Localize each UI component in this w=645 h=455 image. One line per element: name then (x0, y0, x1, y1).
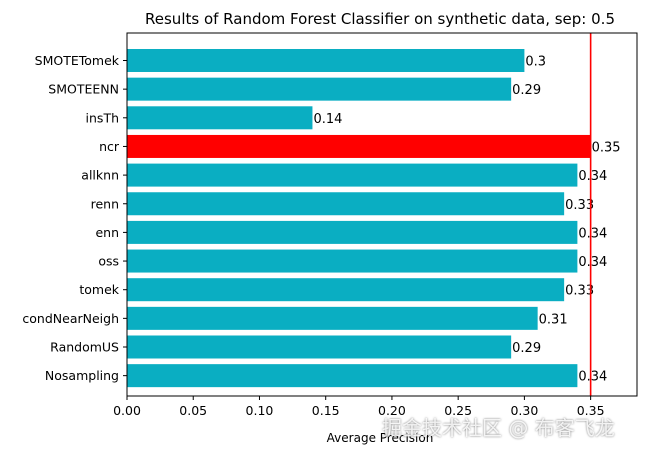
y-tick-label-allknn: allknn (81, 168, 119, 183)
bar-oss (127, 249, 578, 273)
bar-SMOTEENN (127, 77, 512, 101)
y-tick-label-enn: enn (95, 225, 119, 240)
y-axis-labels: SMOTETomek SMOTEENN insTh ncr allknn renn enn o… (22, 53, 127, 383)
value-label-tomek: 0.33 (565, 284, 594, 299)
value-labels-group: 0.3 0.29 0.14 0.35 0.34 0.33 0.34 0.34 0.33 0.31 0… (313, 55, 620, 385)
x-tick-label: 0.05 (179, 403, 207, 418)
bar-ncr (127, 134, 591, 158)
value-label-oss: 0.34 (578, 255, 607, 270)
x-tick-label: 0.30 (510, 403, 538, 418)
value-label-ncr: 0.35 (592, 140, 621, 155)
x-axis-ticks: 0.00 0.05 0.10 0.15 0.20 0.25 0.30 0.35 (113, 396, 605, 418)
y-tick-label-ncr: ncr (99, 139, 120, 154)
y-tick-label-SMOTEENN: SMOTEENN (48, 82, 119, 97)
plot-frame (126, 32, 638, 397)
y-tick-label-oss: oss (98, 254, 119, 269)
bars-group (127, 49, 591, 388)
x-tick-label: 0.20 (378, 403, 406, 418)
y-tick-label-SMOTETomek: SMOTETomek (35, 53, 120, 68)
value-label-insTh: 0.14 (313, 112, 342, 127)
y-tick-label-RandomUS: RandomUS (50, 340, 119, 355)
x-tick-label: 0.00 (113, 403, 141, 418)
bar-RandomUS (127, 335, 512, 359)
x-tick-label: 0.25 (444, 403, 472, 418)
value-label-SMOTEENN: 0.29 (512, 83, 541, 98)
bar-enn (127, 220, 578, 244)
y-tick-label-Nosampling: Nosampling (45, 368, 119, 383)
y-tick-label-renn: renn (91, 196, 119, 211)
bar-SMOTETomek (127, 49, 525, 72)
x-axis-label: Average Precision (327, 431, 434, 445)
watermark: 掘金技术社区 @ 布客飞龙 (382, 416, 615, 440)
value-label-Nosampling: 0.34 (578, 370, 607, 385)
value-label-SMOTETomek: 0.3 (525, 55, 546, 70)
value-label-renn: 0.33 (565, 198, 594, 213)
value-label-condNearNeigh: 0.31 (539, 312, 568, 327)
bar-tomek (127, 278, 565, 302)
bar-allknn (127, 163, 578, 187)
chart-title: Results of Random Forest Classifier on s… (145, 10, 615, 28)
bar-renn (127, 192, 565, 216)
x-tick-label: 0.10 (246, 403, 274, 418)
y-tick-label-insTh: insTh (86, 110, 119, 125)
x-tick-label: 0.35 (577, 403, 605, 418)
bar-insTh (127, 106, 313, 130)
x-tick-label: 0.15 (312, 403, 340, 418)
bar-condNearNeigh (127, 306, 538, 330)
bar-Nosampling (127, 364, 578, 388)
value-label-enn: 0.34 (578, 226, 607, 241)
y-tick-label-tomek: tomek (79, 282, 119, 297)
value-label-allknn: 0.34 (578, 169, 607, 184)
y-tick-label-condNearNeigh: condNearNeigh (22, 311, 119, 326)
value-label-RandomUS: 0.29 (512, 341, 541, 356)
